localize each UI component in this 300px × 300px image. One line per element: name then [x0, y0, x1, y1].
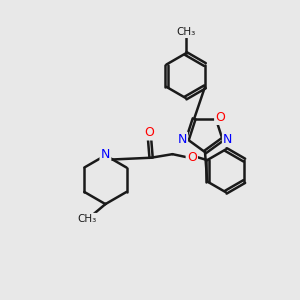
- Text: N: N: [101, 148, 110, 161]
- Text: N: N: [177, 133, 187, 146]
- Text: O: O: [215, 111, 225, 124]
- Text: O: O: [187, 151, 197, 164]
- Text: N: N: [223, 133, 232, 146]
- Text: O: O: [145, 126, 154, 139]
- Text: CH₃: CH₃: [176, 27, 195, 37]
- Text: CH₃: CH₃: [77, 214, 97, 224]
